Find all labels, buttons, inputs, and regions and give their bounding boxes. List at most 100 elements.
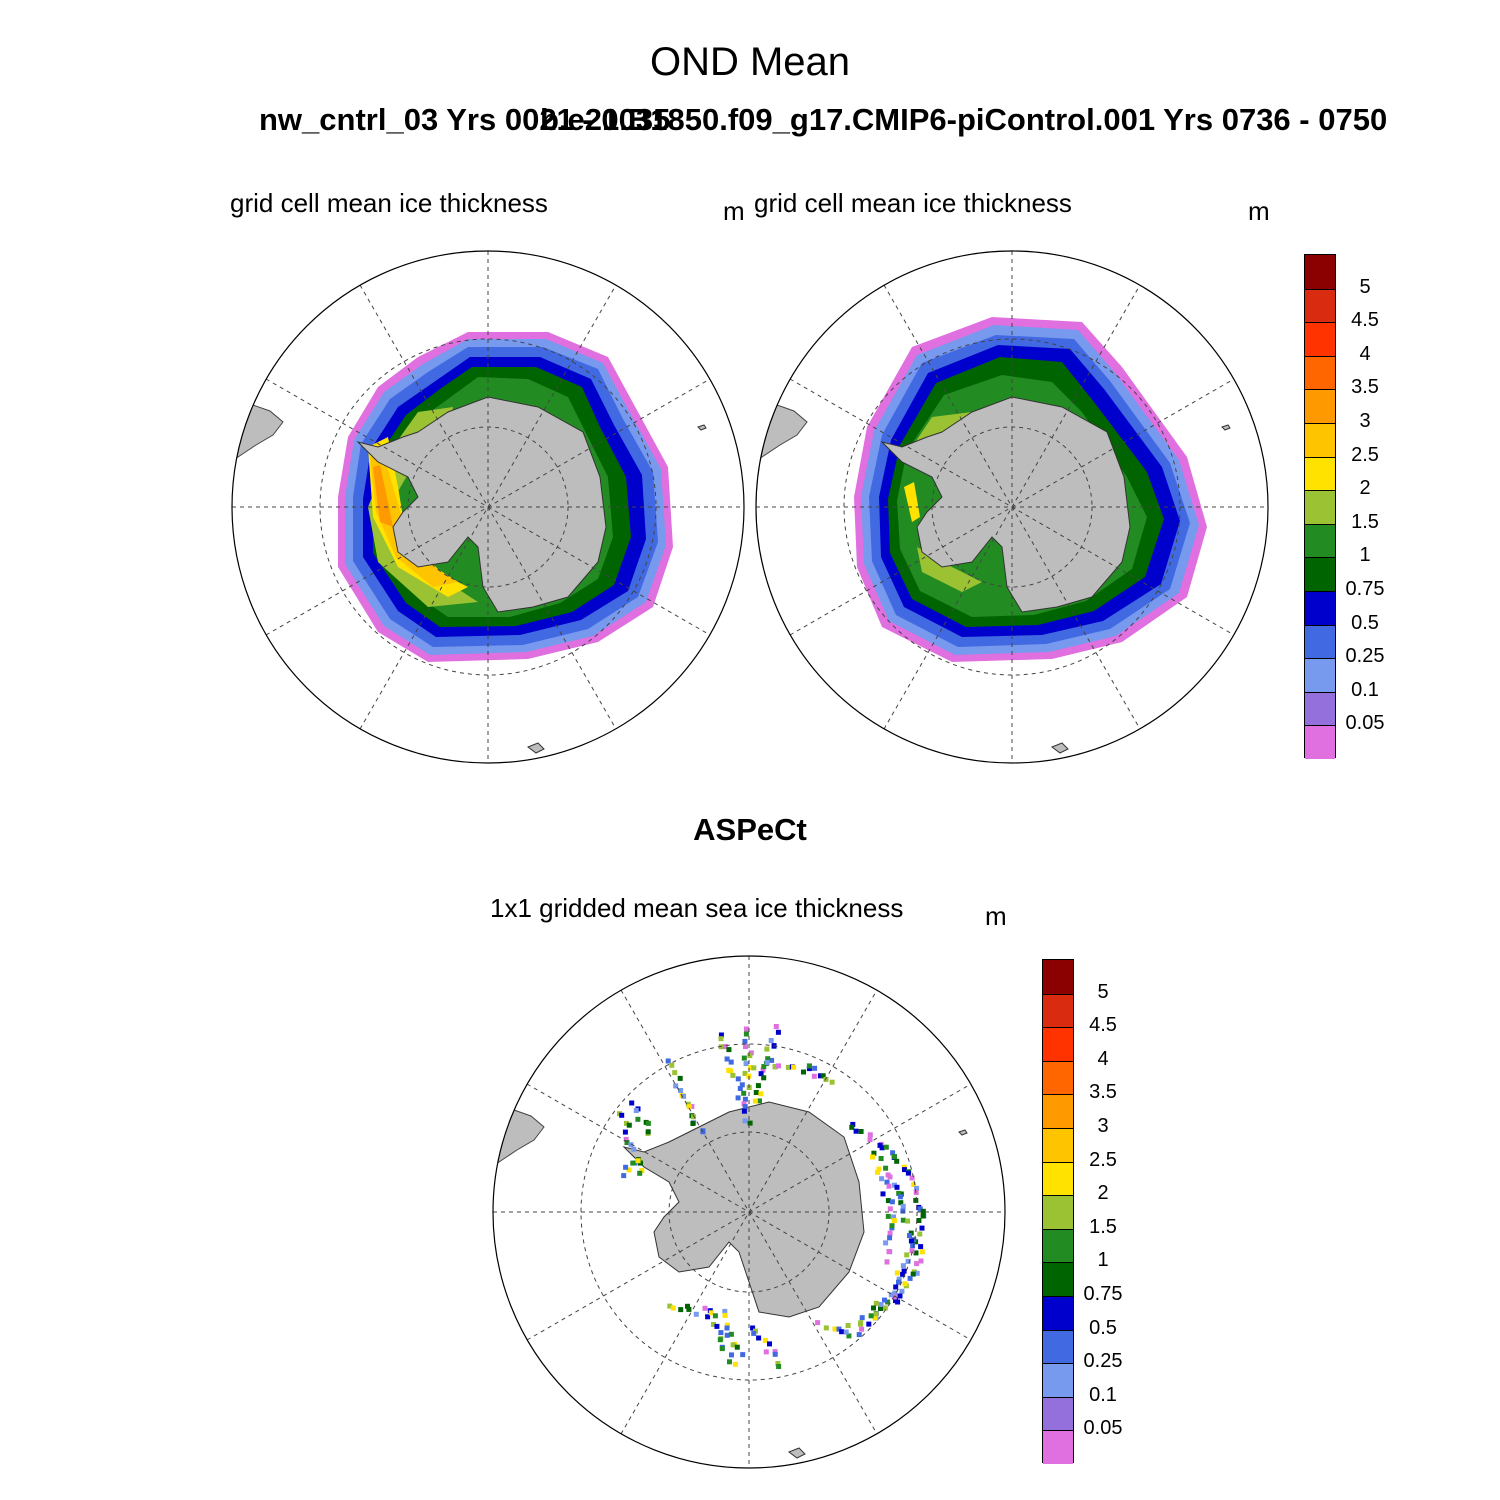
colorbar-swatch xyxy=(1305,658,1335,692)
colorbar-swatch xyxy=(1305,288,1335,323)
observation-cell xyxy=(667,1303,673,1309)
colorbar-tick-label: 4.5 xyxy=(1089,1014,1117,1037)
observation-cell xyxy=(892,1154,897,1159)
observation-cell xyxy=(631,1146,637,1152)
observation-cell xyxy=(887,1206,893,1212)
observation-cell xyxy=(885,1299,891,1305)
colorbar-swatch xyxy=(1305,725,1335,759)
observation-cell xyxy=(907,1275,913,1281)
observation-cell xyxy=(914,1270,920,1276)
colorbar-swatch xyxy=(1305,691,1335,726)
observation-cell xyxy=(776,1063,781,1069)
observation-cell xyxy=(909,1175,915,1181)
colorbar-tick-label: 2.5 xyxy=(1089,1148,1117,1171)
observation-cell xyxy=(910,1271,916,1277)
observation-cell xyxy=(711,1322,716,1327)
observation-cell xyxy=(913,1197,919,1203)
observation-cell xyxy=(724,1325,730,1331)
ice-2.0-region xyxy=(368,437,468,597)
panel1-subtitle: grid cell mean ice thickness xyxy=(230,188,548,218)
graticule xyxy=(756,251,1268,763)
colorbar-swatch xyxy=(1043,1363,1073,1397)
observation-cell xyxy=(877,1142,883,1148)
observation-cell xyxy=(917,1231,923,1237)
colorbar-tick-label: 1.5 xyxy=(1351,510,1379,533)
observation-cell xyxy=(916,1218,922,1223)
observation-cell xyxy=(801,1069,806,1075)
observation-cell xyxy=(645,1120,651,1126)
observation-cell xyxy=(902,1281,908,1287)
observation-cell xyxy=(772,1349,778,1355)
observation-cell xyxy=(883,1165,889,1171)
observation-cell xyxy=(905,1170,911,1176)
colorbar-swatch xyxy=(1043,993,1073,1028)
graticule xyxy=(493,956,1005,1468)
observation-cell xyxy=(756,1335,762,1341)
observation-cell xyxy=(737,1086,743,1091)
observation-cell xyxy=(871,1150,877,1156)
observation-cell xyxy=(623,1164,629,1170)
observation-cell xyxy=(729,1352,734,1358)
observation-cell xyxy=(829,1079,835,1085)
observation-cell xyxy=(678,1307,684,1313)
observation-cell xyxy=(686,1306,692,1312)
colorbar-tick-label: 1 xyxy=(1359,544,1371,567)
observation-cell xyxy=(751,1065,757,1071)
kerguelen xyxy=(526,742,545,754)
colorbar-tick-label: 3 xyxy=(1359,410,1371,432)
observation-cell xyxy=(764,1060,770,1065)
map-panel3 xyxy=(492,955,1006,1469)
observation-cell xyxy=(626,1122,632,1128)
panel2-subtitle: grid cell mean ice thickness xyxy=(754,188,1072,218)
aspect-observation-tracks xyxy=(617,1024,927,1369)
observation-cell xyxy=(820,1073,826,1079)
panel3-title: ASPeCt xyxy=(693,812,807,847)
observation-cell xyxy=(846,1333,852,1339)
colorbar-swatch xyxy=(1043,1396,1073,1431)
observation-cell xyxy=(718,1330,724,1336)
observation-cell xyxy=(775,1029,781,1035)
colorbar-swatch xyxy=(1043,1161,1073,1196)
observation-cell xyxy=(878,1302,884,1307)
observation-cell xyxy=(744,1026,749,1032)
graticule xyxy=(232,251,744,763)
observation-cell xyxy=(760,1067,766,1073)
colorbar-swatch xyxy=(1043,1430,1073,1464)
observation-cell xyxy=(752,1098,758,1104)
observation-cell xyxy=(898,1200,904,1206)
figure-title: OND Mean xyxy=(649,40,851,84)
ice-3.0-region xyxy=(373,465,393,527)
observation-cell xyxy=(910,1243,916,1249)
observation-cell xyxy=(669,1062,675,1068)
observation-cell xyxy=(645,1129,651,1135)
observation-cell xyxy=(630,1160,636,1166)
observation-cell xyxy=(629,1100,635,1106)
observation-cell xyxy=(714,1323,720,1329)
observation-cell xyxy=(898,1191,904,1197)
observation-cell xyxy=(734,1344,740,1350)
observation-cell xyxy=(883,1240,889,1246)
observation-cell xyxy=(690,1121,696,1126)
observation-cell xyxy=(741,1108,747,1114)
observation-cell xyxy=(764,1046,770,1052)
observation-cell xyxy=(888,1292,894,1298)
observation-cell xyxy=(884,1179,890,1185)
observation-cell xyxy=(633,1108,639,1113)
colorbar-tick-label: 0.1 xyxy=(1089,1383,1117,1406)
observation-cell xyxy=(836,1326,842,1332)
observation-cell xyxy=(886,1249,892,1255)
colorbar-swatch xyxy=(1305,389,1335,423)
antarctica-land xyxy=(356,396,607,613)
colorbar-swatch xyxy=(1305,591,1335,625)
observation-cell xyxy=(894,1184,900,1190)
observation-cell xyxy=(900,1208,906,1214)
kerguelen xyxy=(787,1447,806,1459)
observation-cell xyxy=(741,1090,747,1096)
observation-cell xyxy=(870,1154,875,1160)
observation-cell xyxy=(730,1072,736,1078)
observation-cell xyxy=(845,1323,851,1328)
colorbar-tick-label: 4 xyxy=(1097,1047,1109,1070)
observation-cell xyxy=(896,1279,901,1285)
observation-cell xyxy=(776,1364,782,1369)
observation-cell xyxy=(739,1082,745,1088)
